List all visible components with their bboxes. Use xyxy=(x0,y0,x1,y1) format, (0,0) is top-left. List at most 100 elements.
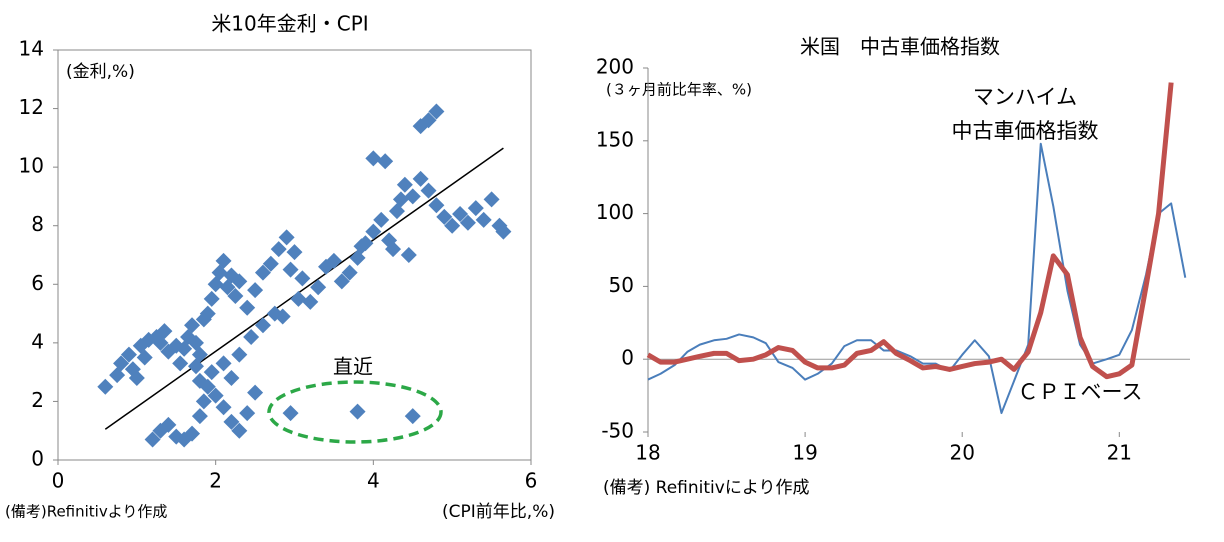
scatter-point xyxy=(404,188,421,205)
x-tick-label: 18 xyxy=(635,441,660,465)
scatter-point xyxy=(385,241,402,258)
scatter-point xyxy=(274,308,291,325)
scatter-point xyxy=(247,384,264,401)
scatter-point xyxy=(436,208,453,225)
scatter-point xyxy=(286,244,303,261)
scatter-point xyxy=(160,416,177,433)
scatter-point xyxy=(191,408,208,425)
scatter-point xyxy=(333,273,350,290)
highlight-ellipse xyxy=(267,380,443,444)
y-tick-label: 0 xyxy=(621,346,634,370)
scatter-point xyxy=(294,270,311,287)
scatter-point xyxy=(120,346,137,363)
scatter-point xyxy=(278,229,295,246)
y-tick-label: 6 xyxy=(31,271,44,295)
x-tick-label: 21 xyxy=(1107,441,1132,465)
scatter-point xyxy=(475,211,492,228)
x-tick-label: 20 xyxy=(949,441,974,465)
legend-label-line: ＣＰＩベース xyxy=(1018,380,1143,404)
x-tick-label: 4 xyxy=(367,469,380,493)
line-series xyxy=(646,82,1174,380)
legend-label: マンハイム中古車価格指数 xyxy=(952,85,1099,143)
trend-line xyxy=(104,147,504,430)
y-axis-label: (３ヶ月前比年率、%) xyxy=(606,81,752,99)
plot-frame xyxy=(57,49,532,461)
scatter-point xyxy=(231,273,248,290)
scatter-point xyxy=(223,413,240,430)
scatter-point xyxy=(187,358,204,375)
x-tick-label: 0 xyxy=(52,469,65,493)
scatter-point xyxy=(223,370,240,386)
scatter-point xyxy=(459,214,476,231)
scatter-point xyxy=(325,252,342,269)
legend-label-line: マンハイム xyxy=(973,85,1077,109)
scatter-point xyxy=(282,405,299,422)
scatter-point xyxy=(243,329,260,345)
scatter-point xyxy=(184,425,201,442)
scatter-point xyxy=(195,393,212,410)
scatter-point xyxy=(404,408,421,425)
scatter-point xyxy=(373,211,390,228)
scatter-point xyxy=(353,238,370,255)
annotation: 直近 xyxy=(333,355,373,379)
scatter-point xyxy=(412,170,429,187)
scatter-point xyxy=(428,103,445,120)
scatter-point xyxy=(203,364,220,381)
chart-title: 米10年金利・CPI xyxy=(211,12,368,36)
scatter-point xyxy=(483,191,500,208)
scatter-point xyxy=(231,422,248,439)
note: (備考)Refinitivより作成 xyxy=(5,503,167,521)
scatter-point xyxy=(396,176,413,193)
scatter-point xyxy=(239,405,256,422)
y-tick-label: 14 xyxy=(19,37,44,61)
scatter-point xyxy=(467,200,484,217)
note: (備考) Refinitivにより作成 xyxy=(603,478,810,498)
scatter-point xyxy=(254,264,271,281)
scatter-point xyxy=(420,182,437,199)
scatter-point xyxy=(254,317,271,334)
scatter-point xyxy=(365,150,382,167)
scatter-point xyxy=(227,288,244,304)
scatter-point xyxy=(191,372,208,389)
x-tick-label: 2 xyxy=(209,469,222,493)
legend-label: ＣＰＩベース xyxy=(1018,380,1143,404)
y-tick-label: 150 xyxy=(596,127,634,151)
scatter-point xyxy=(97,378,114,395)
line-series xyxy=(647,142,1187,415)
y-tick-label: 10 xyxy=(19,154,44,178)
y-tick-label: 12 xyxy=(19,95,44,119)
scatter-point xyxy=(128,370,145,386)
y-tick-label: 50 xyxy=(609,273,634,297)
scatter-point xyxy=(270,241,287,258)
scatter-point xyxy=(239,299,256,316)
scatter-point xyxy=(444,217,461,234)
scatter-point xyxy=(290,290,307,307)
scatter-point xyxy=(215,355,232,372)
scatter-point xyxy=(377,153,394,170)
scatter-point xyxy=(262,255,279,272)
y-tick-label: 200 xyxy=(596,55,634,79)
scatter-point xyxy=(428,197,445,214)
y-tick-label: 8 xyxy=(31,212,44,236)
scatter-point xyxy=(392,191,409,208)
scatter-point xyxy=(341,264,358,281)
scatter-point xyxy=(184,317,201,334)
scatter-point xyxy=(247,282,264,299)
legend-label-line: 中古車価格指数 xyxy=(952,119,1099,143)
scatter-point xyxy=(310,279,327,296)
scatter-point xyxy=(231,346,248,363)
scatter-point xyxy=(452,206,469,222)
scatter-point xyxy=(495,223,512,240)
scatter-point xyxy=(365,223,382,240)
y-axis-label: (金利,%) xyxy=(66,62,135,82)
scatter-point xyxy=(420,112,437,129)
scatter-point xyxy=(156,323,173,340)
scatter-point xyxy=(302,293,319,310)
scatter-point xyxy=(203,290,220,307)
x-tick-label: 6 xyxy=(525,469,538,493)
y-tick-label: 100 xyxy=(596,200,634,224)
x-axis-label: (CPI前年比,%) xyxy=(442,502,555,522)
y-tick-label: 2 xyxy=(31,388,44,412)
